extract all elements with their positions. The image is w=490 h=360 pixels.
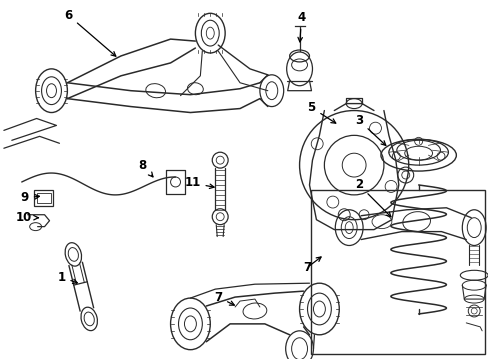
- Text: 10: 10: [16, 211, 38, 224]
- Bar: [34, 190, 53, 206]
- Text: 1: 1: [57, 271, 77, 284]
- Text: 6: 6: [64, 9, 116, 56]
- Text: 2: 2: [355, 179, 391, 217]
- Text: 8: 8: [139, 159, 153, 177]
- Bar: [37, 193, 50, 203]
- Text: 5: 5: [307, 101, 336, 123]
- Text: 7: 7: [214, 291, 234, 305]
- Text: 11: 11: [184, 176, 214, 189]
- Text: 3: 3: [355, 114, 386, 145]
- Bar: [312, 190, 485, 354]
- Text: 9: 9: [21, 192, 39, 204]
- Text: 7: 7: [303, 261, 312, 274]
- Text: 4: 4: [297, 11, 306, 42]
